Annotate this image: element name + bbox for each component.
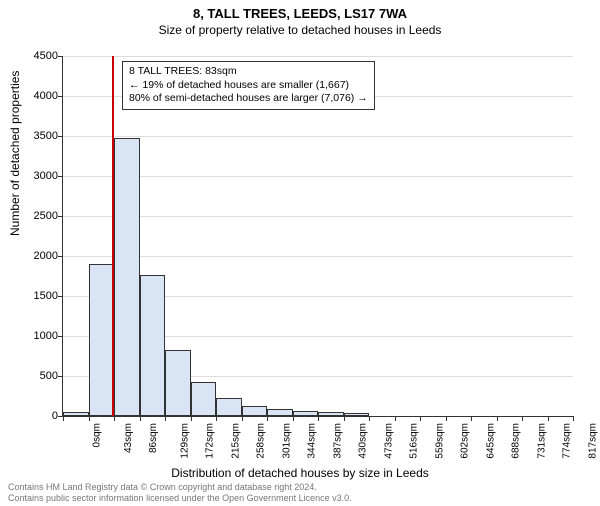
xtick-mark xyxy=(89,416,90,421)
xtick-mark xyxy=(369,416,370,421)
ytick-mark xyxy=(58,96,63,97)
annotation-line-2: ← 19% of detached houses are smaller (1,… xyxy=(129,79,368,93)
ytick-label: 0 xyxy=(18,410,58,422)
xtick-mark xyxy=(497,416,498,421)
ytick-label: 1500 xyxy=(18,290,58,302)
histogram-bar xyxy=(293,411,319,416)
ytick-label: 2500 xyxy=(18,210,58,222)
xtick-label: 387sqm xyxy=(332,423,343,459)
xtick-mark xyxy=(267,416,268,421)
histogram-bar xyxy=(344,413,370,416)
x-axis-label: Distribution of detached houses by size … xyxy=(0,466,600,480)
xtick-mark xyxy=(446,416,447,421)
xtick-mark xyxy=(395,416,396,421)
histogram-bar xyxy=(114,138,140,416)
xtick-label: 430sqm xyxy=(358,423,369,459)
ytick-label: 4500 xyxy=(18,50,58,62)
xtick-label: 817sqm xyxy=(587,423,598,459)
xtick-mark xyxy=(471,416,472,421)
xtick-mark xyxy=(140,416,141,421)
xtick-label: 86sqm xyxy=(148,423,159,453)
ytick-mark xyxy=(58,56,63,57)
ytick-mark xyxy=(58,256,63,257)
xtick-label: 602sqm xyxy=(460,423,471,459)
xtick-mark xyxy=(548,416,549,421)
ytick-mark xyxy=(58,376,63,377)
annotation-line-1: 8 TALL TREES: 83sqm xyxy=(129,65,368,79)
xtick-label: 258sqm xyxy=(256,423,267,459)
footer-line-2: Contains public sector information licen… xyxy=(8,493,352,504)
xtick-label: 516sqm xyxy=(409,423,420,459)
histogram-bar xyxy=(216,398,242,416)
xtick-label: 731sqm xyxy=(536,423,547,459)
xtick-label: 129sqm xyxy=(179,423,190,459)
xtick-mark xyxy=(344,416,345,421)
xtick-mark xyxy=(522,416,523,421)
plot: 0500100015002000250030003500400045000sqm… xyxy=(62,56,573,417)
histogram-bar xyxy=(267,409,293,416)
gridline xyxy=(63,256,573,257)
ytick-mark xyxy=(58,136,63,137)
ytick-label: 3000 xyxy=(18,170,58,182)
footer-line-1: Contains HM Land Registry data © Crown c… xyxy=(8,482,352,493)
gridline xyxy=(63,136,573,137)
xtick-mark xyxy=(420,416,421,421)
histogram-bar xyxy=(140,275,166,416)
xtick-mark xyxy=(114,416,115,421)
xtick-label: 0sqm xyxy=(91,423,102,447)
histogram-bar xyxy=(242,406,268,416)
xtick-mark xyxy=(573,416,574,421)
gridline xyxy=(63,216,573,217)
plot-area: 0500100015002000250030003500400045000sqm… xyxy=(62,56,572,416)
ytick-mark xyxy=(58,336,63,337)
xtick-mark xyxy=(242,416,243,421)
annotation-box: 8 TALL TREES: 83sqm ← 19% of detached ho… xyxy=(122,61,375,110)
ytick-mark xyxy=(58,176,63,177)
xtick-mark xyxy=(216,416,217,421)
xtick-label: 473sqm xyxy=(383,423,394,459)
xtick-mark xyxy=(191,416,192,421)
gridline xyxy=(63,176,573,177)
ytick-label: 500 xyxy=(18,370,58,382)
xtick-label: 215sqm xyxy=(230,423,241,459)
annotation-line-3: 80% of semi-detached houses are larger (… xyxy=(129,92,368,106)
xtick-label: 688sqm xyxy=(511,423,522,459)
xtick-mark xyxy=(63,416,64,421)
chart-subtitle: Size of property relative to detached ho… xyxy=(0,23,600,37)
footer-attribution: Contains HM Land Registry data © Crown c… xyxy=(8,482,352,504)
ytick-label: 1000 xyxy=(18,330,58,342)
ytick-mark xyxy=(58,216,63,217)
histogram-bar xyxy=(63,412,89,416)
xtick-label: 344sqm xyxy=(307,423,318,459)
property-marker-line xyxy=(112,56,114,416)
chart-title: 8, TALL TREES, LEEDS, LS17 7WA xyxy=(0,6,600,21)
chart-container: 8, TALL TREES, LEEDS, LS17 7WA Size of p… xyxy=(0,6,600,506)
xtick-label: 301sqm xyxy=(281,423,292,459)
ytick-label: 4000 xyxy=(18,90,58,102)
histogram-bar xyxy=(89,264,115,416)
xtick-label: 645sqm xyxy=(485,423,496,459)
xtick-label: 774sqm xyxy=(562,423,573,459)
xtick-mark xyxy=(165,416,166,421)
histogram-bar xyxy=(165,350,191,416)
ytick-mark xyxy=(58,296,63,297)
gridline xyxy=(63,56,573,57)
xtick-mark xyxy=(293,416,294,421)
histogram-bar xyxy=(191,382,217,416)
xtick-label: 172sqm xyxy=(205,423,216,459)
xtick-label: 559sqm xyxy=(434,423,445,459)
ytick-label: 3500 xyxy=(18,130,58,142)
histogram-bar xyxy=(318,412,344,416)
xtick-label: 43sqm xyxy=(123,423,134,453)
ytick-label: 2000 xyxy=(18,250,58,262)
xtick-mark xyxy=(318,416,319,421)
